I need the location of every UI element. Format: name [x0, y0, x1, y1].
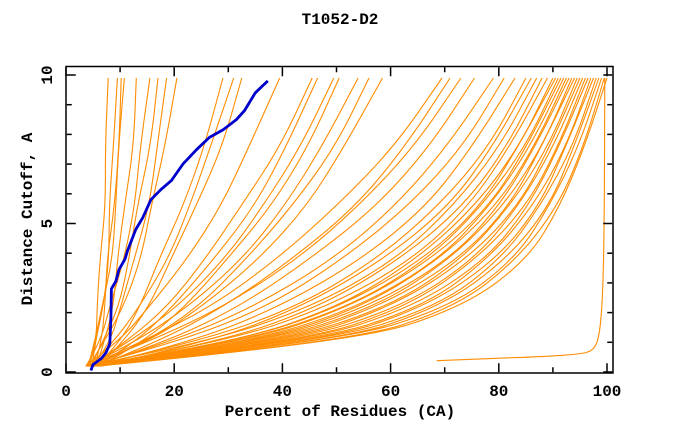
model-curve	[86, 77, 538, 367]
model-curve	[85, 77, 462, 367]
model-curve	[90, 77, 548, 367]
model-curve	[88, 77, 592, 367]
model-curve	[88, 77, 603, 367]
model-curve	[87, 77, 125, 367]
model-curve	[87, 77, 505, 367]
model-curve	[87, 77, 573, 367]
model-curve	[100, 77, 565, 367]
model-curve	[91, 77, 313, 367]
model-curve	[85, 77, 281, 367]
model-curve	[98, 77, 243, 367]
model-curve	[95, 77, 137, 367]
model-curve	[92, 77, 575, 367]
model-curve	[88, 77, 178, 367]
model-curve	[88, 77, 109, 367]
x-tick-label: 40	[273, 383, 292, 401]
model-curve	[88, 77, 443, 367]
model-curve	[94, 77, 559, 367]
highlight-curve	[89, 79, 269, 371]
x-tick-label: 100	[593, 383, 622, 401]
x-tick-label: 20	[165, 383, 184, 401]
model-curve	[87, 77, 557, 367]
model-curve	[87, 77, 335, 367]
model-curve	[91, 77, 562, 367]
model-curves-group	[85, 77, 608, 371]
y-axis-label: Distance Cutoff, A	[19, 132, 37, 306]
model-curve	[93, 77, 475, 367]
x-tick-label: 60	[381, 383, 400, 401]
model-curve	[96, 77, 451, 367]
model-curve	[97, 77, 578, 367]
y-tick-label: 10	[39, 65, 57, 84]
model-curve	[99, 77, 340, 367]
model-curve	[89, 77, 235, 367]
y-tick-label: 0	[39, 367, 57, 377]
outlier-curve	[436, 77, 606, 362]
x-tick-label: 80	[489, 383, 508, 401]
model-curve	[91, 77, 118, 367]
plot-frame	[65, 65, 614, 374]
model-curve	[93, 77, 370, 367]
x-axis-label: Percent of Residues (CA)	[224, 403, 456, 421]
model-curve	[92, 77, 608, 367]
model-curve	[88, 77, 567, 367]
model-curve	[91, 77, 586, 367]
y-tick-label: 5	[39, 219, 57, 229]
x-tick-label: 0	[61, 383, 71, 401]
model-curve	[89, 77, 581, 367]
model-curve	[98, 77, 584, 367]
model-curve	[96, 77, 570, 367]
model-curve	[89, 77, 527, 367]
model-curve	[95, 77, 589, 367]
model-curve	[90, 77, 597, 367]
model-curve	[85, 77, 151, 367]
chart-title: T1052-D2	[301, 11, 379, 29]
model-curve	[93, 77, 168, 367]
model-curve	[95, 77, 516, 367]
model-curve	[93, 77, 543, 367]
model-curve	[86, 77, 359, 367]
model-curve	[96, 77, 224, 367]
model-curve	[96, 77, 319, 367]
model-curve	[91, 77, 494, 367]
